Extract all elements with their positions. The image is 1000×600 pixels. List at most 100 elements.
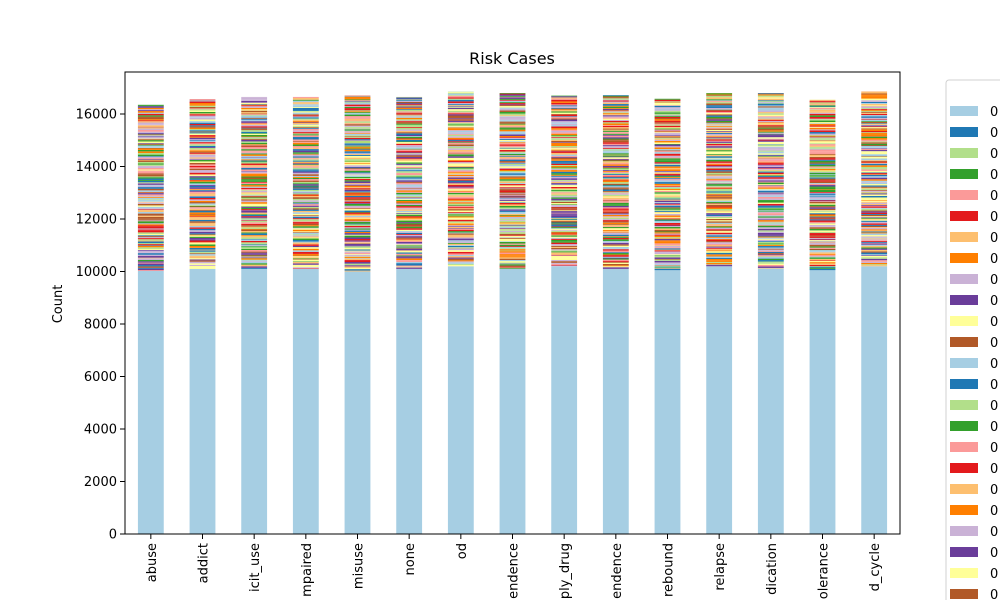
bar-segment xyxy=(499,129,526,132)
bar-segment xyxy=(654,226,681,227)
bar-segment xyxy=(344,178,371,181)
legend-swatch xyxy=(950,169,978,179)
bar-segment xyxy=(706,197,733,199)
bar-segment xyxy=(602,127,629,129)
bar-segment xyxy=(137,211,164,214)
bar-segment xyxy=(706,261,733,263)
bar-segment xyxy=(447,231,474,233)
legend-label: 0 xyxy=(990,105,998,120)
bar-segment xyxy=(241,141,268,143)
bar-segment xyxy=(292,169,319,171)
bar-segment xyxy=(241,180,268,182)
bar-segment xyxy=(809,232,836,234)
bar-segment xyxy=(602,179,629,181)
bar-segment xyxy=(189,135,216,137)
bar-segment xyxy=(654,186,681,188)
bar-segment xyxy=(602,187,629,189)
bar-segment xyxy=(551,130,578,133)
bar-segment xyxy=(137,191,164,193)
bar-segment xyxy=(241,244,268,246)
bar-segment xyxy=(654,112,681,114)
bar-segment xyxy=(344,195,371,198)
bar-segment xyxy=(189,267,216,269)
bar-segment xyxy=(292,97,319,99)
bar-segment xyxy=(551,183,578,185)
bar-segment xyxy=(551,135,578,137)
bar-segment xyxy=(706,225,733,226)
bar-segment xyxy=(602,224,629,227)
bar-segment xyxy=(551,249,578,251)
bar-segment xyxy=(447,92,474,93)
bar-segment xyxy=(757,165,784,167)
bar-segment xyxy=(654,234,681,236)
bar-segment xyxy=(447,214,474,216)
bar-segment xyxy=(861,116,888,118)
bar-segment xyxy=(137,194,164,196)
bar-segment xyxy=(861,235,888,237)
bar-segment xyxy=(551,251,578,253)
bar-segment xyxy=(861,143,888,146)
bar-segment xyxy=(499,241,526,244)
bar-segment xyxy=(861,138,888,140)
bar-base-segment xyxy=(241,268,268,534)
bar-segment xyxy=(241,160,268,162)
bar-segment xyxy=(551,204,578,205)
bar-segment xyxy=(706,133,733,136)
bar-segment xyxy=(241,152,268,154)
bar-segment xyxy=(447,216,474,218)
bar-segment xyxy=(241,104,268,106)
bar-segment xyxy=(861,130,888,133)
bar-segment xyxy=(499,151,526,153)
bar-segment xyxy=(447,133,474,134)
bar-segment xyxy=(602,234,629,237)
bar-segment xyxy=(241,106,268,108)
bar-segment xyxy=(396,147,423,149)
bar-segment xyxy=(292,104,319,106)
bar-segment xyxy=(706,114,733,116)
bar-segment xyxy=(757,106,784,108)
bar-segment xyxy=(602,216,629,218)
bar-segment xyxy=(241,221,268,223)
bar-segment xyxy=(706,127,733,129)
bar-segment xyxy=(602,224,629,225)
bar-segment xyxy=(757,120,784,123)
bar-segment xyxy=(447,97,474,99)
legend-label: 0 xyxy=(990,504,998,519)
bar-segment xyxy=(396,170,423,172)
bar-segment xyxy=(189,245,216,248)
bar-segment xyxy=(137,124,164,126)
bar-segment xyxy=(654,257,681,259)
bar-segment xyxy=(706,194,733,196)
bar-segment xyxy=(757,157,784,159)
bar-segment xyxy=(654,186,681,187)
bar-segment xyxy=(241,216,268,218)
bar-segment xyxy=(344,147,371,149)
bar-segment xyxy=(757,169,784,171)
bar-segment xyxy=(396,153,423,154)
bar-segment xyxy=(861,100,888,102)
bar-segment xyxy=(137,195,164,197)
bar-segment xyxy=(241,117,268,119)
bar-segment xyxy=(189,142,216,144)
bar-segment xyxy=(551,209,578,211)
bar-segment xyxy=(499,241,526,242)
bar-base-segment xyxy=(706,266,733,534)
bar-segment xyxy=(241,210,268,213)
bar-segment xyxy=(292,216,319,219)
bar-segment xyxy=(241,114,268,116)
bar-segment xyxy=(344,137,371,140)
bar-segment xyxy=(344,167,371,169)
bar-segment xyxy=(551,186,578,189)
bar-segment xyxy=(861,252,888,255)
bar-segment xyxy=(757,100,784,102)
bar-segment xyxy=(499,158,526,160)
bar-segment xyxy=(344,101,371,103)
bar-segment xyxy=(189,178,216,180)
bar-segment xyxy=(241,161,268,163)
bar-segment xyxy=(241,138,268,139)
bar-segment xyxy=(757,217,784,220)
bar-segment xyxy=(654,189,681,191)
bar-segment xyxy=(447,120,474,122)
bar-segment xyxy=(447,209,474,211)
bar-segment xyxy=(447,212,474,214)
